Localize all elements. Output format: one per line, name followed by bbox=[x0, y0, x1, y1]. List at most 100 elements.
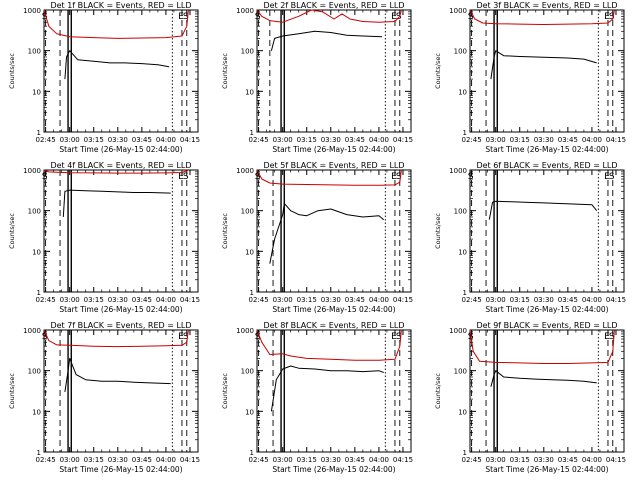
x-axis-label: Start Time (26-May-15 02:44:00) bbox=[59, 465, 182, 474]
y-tick-label: 1 bbox=[37, 289, 41, 297]
panel-title: Det 2f BLACK = Events, RED = LLD bbox=[263, 1, 404, 10]
x-tick-label: 03:15 bbox=[297, 136, 317, 144]
x-axis-label: Start Time (26-May-15 02:44:00) bbox=[485, 145, 608, 154]
x-tick-label: 03:00 bbox=[486, 296, 506, 304]
y-tick-label: 1 bbox=[250, 449, 254, 457]
y-tick-label: 100 bbox=[454, 208, 467, 216]
marker-label: E bbox=[391, 12, 397, 22]
y-tick-label: 10 bbox=[458, 408, 467, 416]
marker-label: S bbox=[609, 332, 615, 342]
panel-det-4: Det 4f BLACK = Events, RED = LLD 1 10 100 10… bbox=[8, 161, 200, 314]
series-line-black-events bbox=[64, 50, 170, 80]
marker-label: E bbox=[604, 172, 610, 182]
x-tick-label: 03:00 bbox=[60, 456, 80, 464]
x-tick-label: 04:00 bbox=[582, 296, 602, 304]
series-line-black-events bbox=[490, 370, 597, 387]
marker-label: S bbox=[183, 332, 189, 342]
x-tick-label: 03:00 bbox=[486, 456, 506, 464]
marker-label: E bbox=[391, 332, 397, 342]
x-axis-label: Start Time (26-May-15 02:44:00) bbox=[485, 465, 608, 474]
x-tick-label: 04:00 bbox=[582, 456, 602, 464]
marker-label: S bbox=[183, 12, 189, 22]
x-tick-label: 02:45 bbox=[36, 456, 56, 464]
y-tick-label: 1 bbox=[37, 129, 41, 137]
series-line-red-lld bbox=[43, 329, 189, 348]
series-line-red-lld bbox=[256, 329, 402, 361]
series-line-red-lld bbox=[43, 169, 189, 174]
x-tick-label: 04:00 bbox=[156, 456, 176, 464]
x-tick-label: 04:15 bbox=[393, 136, 413, 144]
series-line-black-events bbox=[270, 365, 384, 412]
x-tick-label: 03:45 bbox=[132, 296, 152, 304]
x-tick-label: 04:15 bbox=[180, 136, 200, 144]
x-tick-label: 03:15 bbox=[510, 456, 530, 464]
x-tick-label: 03:15 bbox=[84, 136, 104, 144]
y-tick-label: 10 bbox=[458, 88, 467, 96]
x-tick-label: 02:45 bbox=[249, 296, 269, 304]
y-tick-label: 10 bbox=[245, 408, 254, 416]
x-tick-label: 03:30 bbox=[534, 296, 554, 304]
y-tick-label: 1 bbox=[463, 449, 467, 457]
marker-label: S bbox=[42, 12, 48, 22]
series-line-black-events bbox=[269, 203, 385, 264]
x-tick-label: 04:00 bbox=[156, 136, 176, 144]
x-tick-label: 03:30 bbox=[321, 296, 341, 304]
x-tick-label: 03:30 bbox=[108, 456, 128, 464]
x-tick-label: 02:45 bbox=[462, 136, 482, 144]
y-tick-label: 1000 bbox=[449, 167, 467, 175]
x-tick-label: 03:45 bbox=[558, 296, 578, 304]
panel-title: Det 1f BLACK = Events, RED = LLD bbox=[50, 1, 191, 10]
x-tick-label: 03:45 bbox=[345, 296, 365, 304]
x-tick-label: 03:00 bbox=[60, 136, 80, 144]
x-tick-label: 03:45 bbox=[345, 456, 365, 464]
y-axis-label: Counts/sec bbox=[8, 373, 16, 409]
y-tick-label: 100 bbox=[241, 368, 254, 376]
plot-frame bbox=[469, 329, 625, 453]
x-axis-label: Start Time (26-May-15 02:44:00) bbox=[59, 145, 182, 154]
x-axis-label: Start Time (26-May-15 02:44:00) bbox=[272, 305, 395, 314]
marker-label: E bbox=[178, 332, 184, 342]
y-tick-label: 100 bbox=[454, 48, 467, 56]
plot-frame bbox=[256, 9, 412, 133]
panel-det-3: Det 3f BLACK = Events, RED = LLD 1 10 100 10… bbox=[434, 1, 626, 154]
y-tick-label: 100 bbox=[454, 368, 467, 376]
plot-frame bbox=[469, 9, 625, 133]
x-tick-label: 03:45 bbox=[345, 136, 365, 144]
y-tick-label: 1000 bbox=[449, 327, 467, 335]
y-axis-label: Counts/sec bbox=[221, 213, 229, 249]
marker-label: E bbox=[178, 12, 184, 22]
series-line-red-lld bbox=[469, 329, 615, 364]
x-tick-label: 03:15 bbox=[297, 296, 317, 304]
y-tick-label: 10 bbox=[32, 408, 41, 416]
x-tick-label: 02:45 bbox=[249, 456, 269, 464]
series-line-black-events bbox=[270, 30, 383, 51]
x-tick-label: 03:45 bbox=[558, 136, 578, 144]
marker-label: S bbox=[255, 12, 261, 22]
y-tick-label: 1000 bbox=[236, 167, 254, 175]
y-tick-label: 100 bbox=[241, 208, 254, 216]
marker-label: S bbox=[468, 172, 474, 182]
panel-det-9: Det 9f BLACK = Events, RED = LLD 1 10 100 10… bbox=[434, 321, 626, 474]
series-line-black-events bbox=[490, 50, 597, 80]
plot-frame bbox=[43, 9, 199, 133]
y-tick-label: 1 bbox=[37, 449, 41, 457]
x-tick-label: 04:15 bbox=[606, 296, 626, 304]
marker-label: E bbox=[604, 12, 610, 22]
y-tick-label: 10 bbox=[245, 88, 254, 96]
marker-label: S bbox=[255, 332, 261, 342]
x-tick-label: 03:00 bbox=[273, 456, 293, 464]
x-tick-label: 02:45 bbox=[462, 296, 482, 304]
x-tick-label: 04:00 bbox=[369, 136, 389, 144]
x-tick-label: 04:15 bbox=[180, 456, 200, 464]
panel-title: Det 5f BLACK = Events, RED = LLD bbox=[263, 161, 404, 170]
x-tick-label: 03:45 bbox=[132, 456, 152, 464]
y-tick-label: 1000 bbox=[23, 327, 41, 335]
x-tick-label: 03:00 bbox=[60, 296, 80, 304]
y-tick-label: 10 bbox=[245, 248, 254, 256]
x-tick-label: 04:00 bbox=[369, 296, 389, 304]
panel-det-6: Det 6f BLACK = Events, RED = LLD 1 10 100 10… bbox=[434, 161, 626, 314]
x-tick-label: 03:00 bbox=[486, 136, 506, 144]
y-axis-label: Counts/sec bbox=[8, 213, 16, 249]
x-tick-label: 04:00 bbox=[582, 136, 602, 144]
y-tick-label: 10 bbox=[458, 248, 467, 256]
